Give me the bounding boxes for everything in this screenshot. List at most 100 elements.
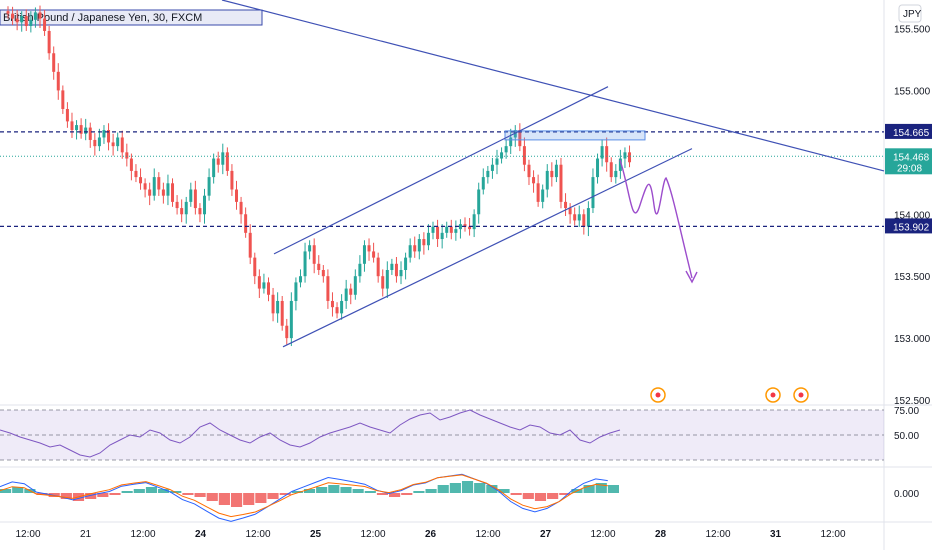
candle-body xyxy=(262,282,266,289)
candle-body xyxy=(321,270,325,277)
macd-bar xyxy=(97,493,109,497)
macd-bar xyxy=(522,493,534,499)
candle-body xyxy=(353,276,357,295)
macd-bar xyxy=(279,493,291,495)
candle-body xyxy=(29,19,33,27)
candle-body xyxy=(184,201,188,215)
time-axis[interactable]: 12:00 21 12:00 24 12:00 25 12:00 26 12:00 27 12:00… xyxy=(15,529,845,540)
price-axis[interactable]: 155.500155.000154.500154.000153.500153.0… xyxy=(894,24,931,407)
candle-body xyxy=(340,300,344,314)
candle-body xyxy=(312,245,316,264)
candle-body xyxy=(582,214,586,227)
macd-bar xyxy=(486,485,498,493)
price-tag-value: 154.665 xyxy=(893,128,930,139)
macd-bar xyxy=(328,485,340,493)
candle-body xyxy=(385,270,389,289)
macd-bar xyxy=(510,493,522,495)
currency-button-frame[interactable] xyxy=(898,4,922,23)
time-axis-tick: 12:00 xyxy=(130,529,155,540)
candle-body xyxy=(417,239,421,252)
candle-body xyxy=(134,170,138,178)
macd-bar xyxy=(60,493,72,499)
macd-bar xyxy=(255,493,267,503)
candle-body xyxy=(367,245,371,252)
candle-body xyxy=(161,189,165,196)
candle-body xyxy=(422,239,426,246)
resistance-zone xyxy=(504,130,646,141)
candle-body xyxy=(257,276,261,289)
candle-body xyxy=(577,214,581,221)
time-axis-tick: 12:00 xyxy=(590,529,615,540)
price-axis-tick: 153.500 xyxy=(894,272,931,283)
time-axis-tick: 24 xyxy=(195,529,207,540)
candle-body xyxy=(120,137,124,153)
candle-body xyxy=(107,130,111,143)
price-axis-tick: 153.000 xyxy=(894,334,931,345)
candle-body xyxy=(180,208,184,215)
candle-body xyxy=(404,257,408,270)
candle-body xyxy=(618,158,622,171)
candle-body xyxy=(271,294,275,314)
candle-body xyxy=(15,18,19,23)
macd-bar xyxy=(230,493,243,507)
macd-bar xyxy=(437,485,449,493)
calendar-event-icon[interactable] xyxy=(650,387,666,403)
candle-body xyxy=(394,263,398,277)
macd-axis-tick: 0.000 xyxy=(894,489,919,500)
macd-bar xyxy=(158,489,170,493)
macd-line xyxy=(0,473,608,522)
candle-body xyxy=(317,263,321,270)
candle-body xyxy=(230,170,234,190)
macd-bar xyxy=(461,481,474,493)
candle-body xyxy=(349,288,353,295)
time-axis-tick: 12:00 xyxy=(820,529,845,540)
macd-bar xyxy=(243,493,255,505)
candle-body xyxy=(24,16,28,27)
candle-body xyxy=(372,251,376,258)
macd-histogram xyxy=(0,481,619,507)
candle-body xyxy=(152,177,156,196)
candle-body xyxy=(545,170,549,190)
candle-body xyxy=(97,137,101,147)
candle-body xyxy=(623,152,627,159)
candle-body xyxy=(225,152,229,171)
calendar-event-icon[interactable] xyxy=(793,387,809,403)
candle-body xyxy=(79,125,83,134)
candle-body xyxy=(216,158,220,165)
candle-body xyxy=(490,164,494,171)
candle-body xyxy=(298,276,302,283)
macd-bar xyxy=(12,487,24,493)
candle-body xyxy=(477,189,481,215)
currency-button[interactable]: JPY xyxy=(898,4,922,23)
candle-body xyxy=(468,226,472,230)
candle-body xyxy=(20,16,24,23)
macd-bar xyxy=(182,493,194,495)
time-axis-tick: 12:00 xyxy=(360,529,385,540)
macd-bar xyxy=(607,485,619,493)
calendar-event-icon[interactable] xyxy=(765,387,781,403)
candle-body xyxy=(541,189,545,202)
signal-line xyxy=(0,474,608,518)
candle-body xyxy=(166,183,170,196)
currency-label: JPY xyxy=(903,9,922,20)
candle-body xyxy=(280,300,284,326)
forecast-arrow-icon xyxy=(685,270,698,284)
candle-body xyxy=(203,195,207,215)
candle-body xyxy=(207,177,211,196)
macd-bar xyxy=(206,493,218,501)
candle-body xyxy=(38,12,42,19)
macd-bar xyxy=(303,489,316,493)
candle-body xyxy=(458,224,462,230)
candle-body xyxy=(61,90,65,109)
candle-body xyxy=(289,300,293,339)
macd-bar xyxy=(364,491,376,493)
macd-bar xyxy=(595,483,607,493)
candle-body xyxy=(486,170,490,178)
candle-body xyxy=(148,189,152,196)
candle-body xyxy=(463,224,467,227)
candle-body xyxy=(189,189,193,202)
symbol-title[interactable]: British Pound / Japanese Yen, 30, FXCM xyxy=(0,9,263,26)
candle-body xyxy=(116,137,120,147)
channel-lower-line xyxy=(282,148,693,348)
